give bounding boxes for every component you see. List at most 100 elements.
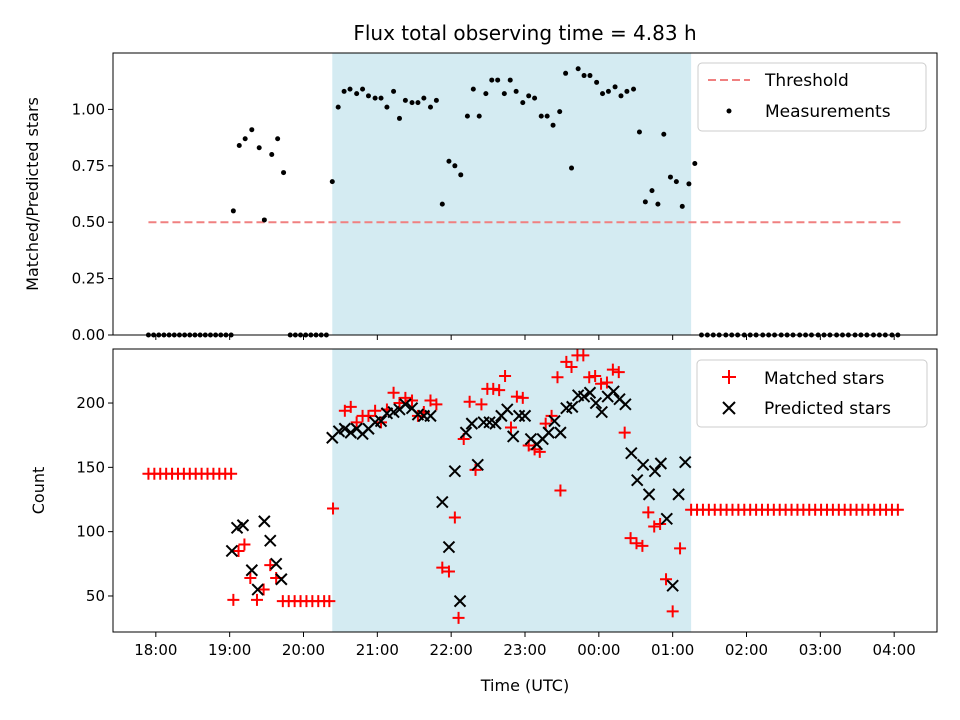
matched-point — [327, 502, 340, 515]
measurement-point — [242, 136, 248, 142]
measurement-point — [269, 152, 275, 158]
bottom-y-axis: 50 100 150 200 — [76, 394, 113, 605]
matched-series — [142, 349, 904, 624]
predicted-point — [566, 400, 579, 414]
measurement-point — [532, 95, 538, 101]
measurement-point — [587, 73, 593, 79]
measurement-point — [575, 66, 581, 72]
measurement-point — [538, 113, 544, 119]
top-y-tick-label: 0.75 — [72, 157, 105, 175]
predicted-point — [542, 426, 555, 439]
matched-point — [583, 371, 596, 384]
measurement-point — [464, 113, 470, 119]
predicted-point — [607, 385, 620, 398]
measurement-point — [692, 161, 698, 167]
measurement-point — [402, 97, 408, 103]
x-axis-label: Time (UTC) — [480, 676, 569, 695]
matched-point — [504, 421, 517, 434]
x-tick-label: 00:00 — [577, 641, 620, 659]
matched-point — [618, 426, 631, 439]
predicted-point — [225, 544, 239, 558]
measurement-point — [655, 201, 661, 207]
predicted-point — [595, 405, 608, 419]
predicted-point — [442, 540, 456, 554]
measurement-point — [631, 86, 637, 92]
measurement-point — [563, 70, 569, 76]
measurement-point — [612, 84, 618, 90]
measurement-point — [544, 113, 550, 119]
predicted-point — [453, 594, 467, 608]
predicted-point — [338, 422, 352, 435]
measurement-point — [569, 165, 575, 171]
matched-point — [387, 386, 400, 399]
matched-point — [642, 506, 655, 519]
measurement-point — [526, 93, 532, 99]
measurement-point — [439, 201, 445, 207]
measurement-point — [495, 77, 501, 83]
legend-matched-label: Matched stars — [764, 369, 884, 389]
predicted-point — [589, 396, 603, 410]
measurement-point — [513, 88, 519, 94]
measurement-point — [673, 179, 679, 185]
predicted-point — [548, 414, 561, 428]
predicted-point — [269, 557, 283, 571]
measurement-point — [501, 91, 507, 97]
predicted-point — [245, 564, 259, 577]
predicted-point — [471, 458, 484, 471]
matched-point — [487, 382, 500, 395]
measurement-point — [396, 115, 402, 121]
top-y-tick-label: 0.25 — [72, 270, 105, 288]
predicted-point — [489, 417, 502, 430]
matched-point — [244, 571, 257, 584]
predicted-point — [275, 573, 288, 586]
matched-point — [654, 517, 667, 530]
bottom-y-tick-label: 200 — [76, 394, 105, 412]
matched-point — [510, 390, 523, 403]
matched-point — [565, 361, 578, 374]
x-tick-label: 23:00 — [503, 641, 546, 659]
matched-point — [250, 593, 263, 606]
measurement-point — [507, 77, 513, 83]
measurement-point — [489, 77, 495, 83]
measurement-point — [275, 136, 281, 142]
matched-point — [606, 363, 619, 376]
legend-predicted-swatch — [722, 401, 736, 415]
matched-point — [430, 398, 443, 411]
matched-point — [660, 573, 673, 586]
predicted-point — [344, 426, 357, 439]
measurement-point — [642, 199, 648, 205]
measurement-point — [372, 95, 378, 101]
measurement-point — [281, 170, 287, 176]
matched-point — [399, 391, 412, 404]
matched-point — [891, 503, 904, 516]
legend-predicted-label: Predicted stars — [764, 399, 891, 419]
measurement-point — [335, 104, 341, 110]
predicted-point — [583, 386, 597, 399]
matched-point — [238, 538, 251, 551]
matched-point — [369, 404, 382, 417]
measurement-point — [476, 113, 482, 119]
matched-point — [227, 593, 240, 606]
measurement-point — [600, 91, 606, 97]
predicted-point — [672, 488, 685, 501]
matched-point — [648, 520, 661, 533]
matched-point — [624, 532, 637, 545]
predicted-point — [374, 414, 388, 428]
matched-point — [442, 565, 455, 578]
legend-measurements-label: Measurements — [765, 102, 891, 122]
measurement-point — [433, 97, 439, 103]
x-tick-label: 04:00 — [873, 641, 916, 659]
matched-point — [666, 605, 679, 618]
measurement-point — [605, 88, 611, 94]
bottom-panel: 50 100 150 200 18:00 19:00 20:00 21:00 22:00 23:… — [29, 348, 938, 695]
legend-matched-swatch — [722, 370, 736, 384]
bottom-legend: Matched stars Predicted stars — [696, 359, 928, 428]
top-panel: 0.00 0.25 0.50 0.75 1.00 Matched/Predicted s… — [23, 52, 938, 344]
predicted-point — [642, 488, 656, 501]
predicted-point — [264, 534, 277, 547]
measurement-point — [249, 127, 255, 133]
top-y-axis: 0.00 0.25 0.50 0.75 1.00 — [72, 100, 113, 344]
measurement-point — [360, 86, 366, 92]
predicted-point — [518, 409, 532, 423]
legend-threshold-label: Threshold — [764, 71, 849, 91]
